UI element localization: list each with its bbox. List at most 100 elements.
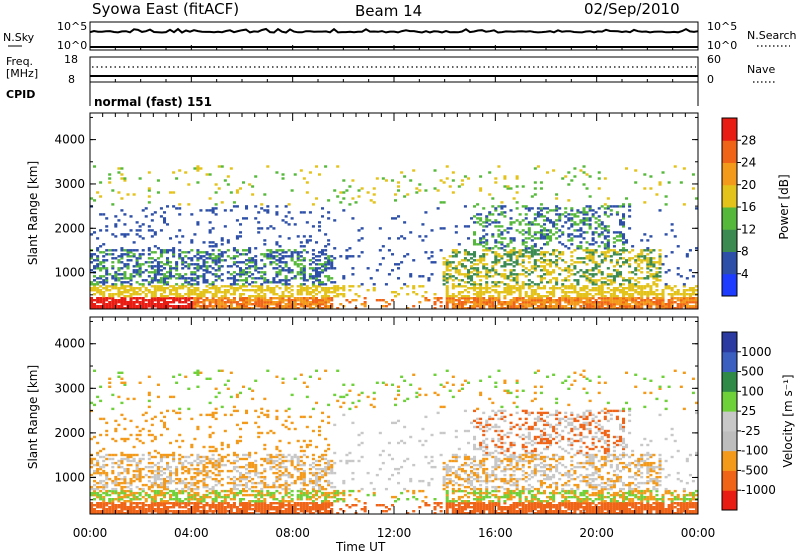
power-cell	[503, 177, 507, 180]
colorbar-tick-label: 4	[741, 267, 749, 281]
power-cell	[232, 255, 236, 258]
velocity-cell	[217, 369, 221, 372]
power-cell	[679, 303, 683, 306]
velocity-cell	[93, 457, 97, 461]
velocity-cell	[178, 479, 182, 483]
power-cell	[126, 295, 130, 298]
power-cell	[318, 279, 322, 282]
power-cell	[248, 261, 252, 264]
power-cell	[573, 215, 577, 218]
velocity-cell	[129, 504, 133, 507]
power-cell	[655, 289, 659, 292]
power-cell	[348, 203, 352, 206]
power-cell	[99, 267, 103, 270]
velocity-cell	[254, 459, 258, 463]
velocity-cell	[251, 481, 255, 485]
power-cell	[600, 231, 604, 234]
velocity-cell	[251, 504, 255, 507]
power-cell	[445, 261, 449, 264]
power-cell	[482, 291, 486, 294]
power-cell	[570, 179, 574, 182]
power-cell	[530, 301, 534, 304]
power-cell	[628, 257, 632, 260]
power-cell	[229, 265, 233, 268]
power-cell	[679, 293, 683, 296]
velocity-cell	[90, 502, 94, 505]
power-cell	[467, 297, 471, 300]
power-cell	[351, 285, 355, 288]
power-cell	[339, 293, 343, 296]
power-cell	[220, 243, 224, 246]
velocity-cell	[175, 465, 179, 469]
velocity-cell	[217, 481, 221, 485]
power-cell	[302, 297, 306, 300]
power-cell	[454, 307, 458, 310]
power-cell	[178, 301, 182, 304]
power-cell	[305, 287, 309, 290]
power-cell	[573, 223, 577, 226]
power-cell	[567, 271, 571, 274]
power-cell	[561, 299, 565, 302]
power-cell	[445, 289, 449, 292]
power-cell	[676, 289, 680, 292]
velocity-cell	[129, 506, 133, 509]
velocity-cell	[132, 495, 136, 499]
velocity-cell	[178, 481, 182, 485]
power-cell	[333, 189, 337, 192]
power-cell	[546, 259, 550, 262]
velocity-cell	[135, 506, 139, 509]
power-cell	[619, 305, 623, 308]
power-cell	[287, 291, 291, 294]
power-cell	[637, 257, 641, 260]
velocity-cell	[220, 463, 224, 467]
power-cell	[105, 249, 109, 252]
power-cell	[637, 285, 641, 288]
power-cell	[266, 255, 270, 258]
power-cell	[527, 303, 531, 306]
power-cell	[549, 305, 553, 308]
power-cell	[181, 287, 185, 290]
power-cell	[311, 291, 315, 294]
velocity-cell	[150, 433, 154, 437]
power-cell	[606, 303, 610, 306]
power-cell	[123, 249, 127, 252]
power-cell	[479, 297, 483, 300]
power-cell	[245, 301, 249, 304]
power-cell	[156, 179, 160, 182]
power-cell	[324, 263, 328, 266]
power-cell	[451, 299, 455, 302]
power-cell	[318, 307, 322, 310]
power-cell	[451, 251, 455, 254]
power-cell	[351, 273, 355, 276]
velocity-cell	[251, 463, 255, 467]
power-cell	[625, 305, 629, 308]
power-cell	[606, 249, 610, 252]
power-cell	[658, 249, 662, 252]
power-cell	[308, 287, 312, 290]
power-cell	[670, 299, 674, 302]
velocity-cell	[163, 508, 167, 511]
velocity-cell	[199, 512, 203, 515]
power-cell	[691, 275, 695, 278]
power-cell	[482, 259, 486, 262]
velocity-cell	[223, 493, 227, 497]
power-cell	[445, 281, 449, 284]
power-cell	[491, 197, 495, 200]
power-cell	[117, 191, 121, 194]
power-cell	[217, 303, 221, 306]
power-cell	[457, 283, 461, 286]
power-cell	[172, 249, 176, 252]
power-cell	[214, 303, 218, 306]
power-cell	[293, 297, 297, 300]
power-cell	[622, 261, 626, 264]
power-cell	[524, 223, 528, 226]
power-cell	[93, 285, 97, 288]
power-cell	[470, 301, 474, 304]
power-cell	[245, 205, 249, 208]
power-cell	[500, 205, 504, 208]
power-cell	[473, 251, 477, 254]
power-cell	[463, 281, 467, 284]
power-cell	[591, 243, 595, 246]
power-cell	[609, 205, 613, 208]
